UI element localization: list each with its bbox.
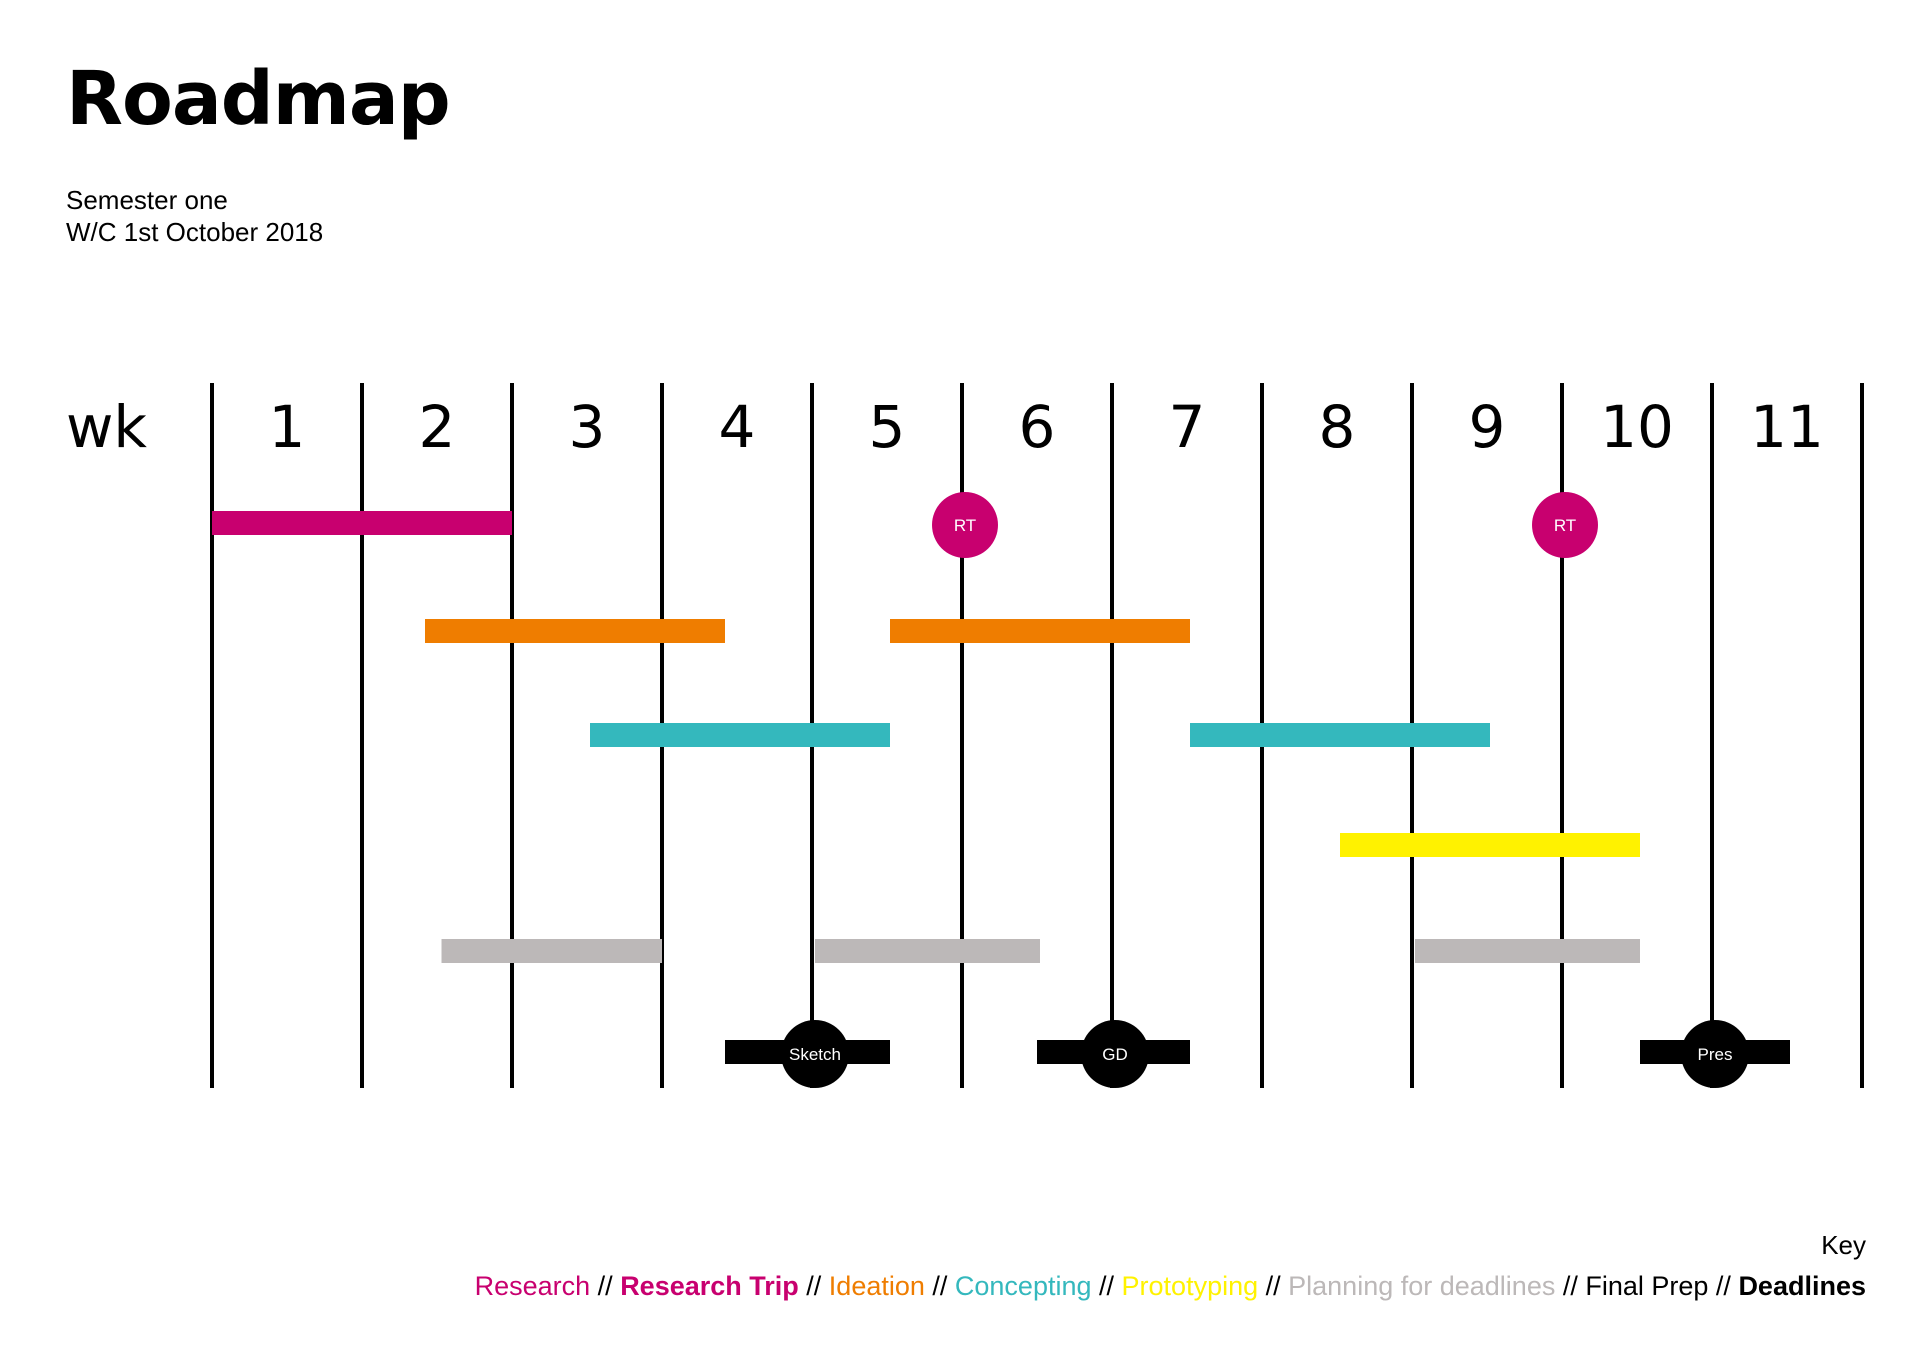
legend-item: Final Prep bbox=[1585, 1271, 1709, 1301]
legend-separator: // bbox=[1708, 1271, 1739, 1301]
grid-layer bbox=[210, 383, 1864, 1088]
legend-separator: // bbox=[1258, 1271, 1289, 1301]
legend-item: Research Trip bbox=[620, 1271, 799, 1301]
bar-research bbox=[212, 511, 512, 535]
milestone-label: Sketch bbox=[789, 1045, 841, 1064]
milestone-label: Pres bbox=[1698, 1045, 1733, 1064]
legend-item: Prototyping bbox=[1121, 1271, 1259, 1301]
week-tick-label: 9 bbox=[1469, 393, 1506, 461]
bar-prototyping bbox=[1340, 833, 1640, 857]
legend-item: Planning for deadlines bbox=[1288, 1271, 1556, 1301]
subtitle-semester: Semester one bbox=[66, 185, 228, 215]
bar-planning-for-deadlines bbox=[441, 939, 662, 963]
legend-item: Deadlines bbox=[1738, 1271, 1866, 1301]
bar-planning-for-deadlines bbox=[1415, 939, 1640, 963]
week-tick-label: 7 bbox=[1169, 393, 1206, 461]
bar-concepting bbox=[1190, 723, 1490, 747]
legend-separator: // bbox=[590, 1271, 621, 1301]
legend-separator: // bbox=[924, 1271, 955, 1301]
milestone-gd bbox=[1081, 1020, 1149, 1088]
week-tick-label: 2 bbox=[419, 393, 456, 461]
bar-ideation bbox=[890, 619, 1190, 643]
legend-item: Concepting bbox=[954, 1271, 1092, 1301]
bar-planning-for-deadlines bbox=[815, 939, 1040, 963]
week-tick-label: 6 bbox=[1019, 393, 1056, 461]
milestone-layer: RT RT Sketch GD Pres bbox=[781, 492, 1749, 1088]
week-tick-label: 3 bbox=[569, 393, 606, 461]
milestone-label: RT bbox=[1554, 516, 1576, 535]
milestone-label: GD bbox=[1102, 1045, 1128, 1064]
subtitle-date: W/C 1st October 2018 bbox=[66, 217, 324, 247]
legend-separator: // bbox=[798, 1271, 829, 1301]
bar-concepting bbox=[590, 723, 890, 747]
milestone-pres bbox=[1681, 1020, 1749, 1088]
bar-layer bbox=[212, 511, 1790, 1064]
legend-separator: // bbox=[1555, 1271, 1586, 1301]
milestone-label: RT bbox=[954, 516, 976, 535]
milestone-rt bbox=[1532, 492, 1598, 558]
week-tick-label: 10 bbox=[1600, 393, 1674, 461]
legend-item: Research bbox=[474, 1271, 591, 1301]
milestone-sketch bbox=[781, 1020, 849, 1088]
key-title: Key bbox=[1821, 1230, 1866, 1260]
week-tick-label: 1 bbox=[269, 393, 306, 461]
legend: Research // Research Trip // Ideation //… bbox=[475, 1271, 1866, 1302]
axis-label: wk bbox=[66, 393, 147, 461]
page-title: Roadmap bbox=[66, 56, 451, 142]
week-tick-label: 11 bbox=[1750, 393, 1824, 461]
week-tick-label: 4 bbox=[719, 393, 756, 461]
week-tick-label: 5 bbox=[869, 393, 906, 461]
label-layer: wk 1 2 3 4 5 6 7 8 9 10 11 bbox=[66, 393, 1824, 461]
milestone-rt bbox=[932, 492, 998, 558]
bar-ideation bbox=[425, 619, 725, 643]
legend-item: Ideation bbox=[828, 1271, 925, 1301]
week-tick-label: 8 bbox=[1319, 393, 1356, 461]
legend-separator: // bbox=[1091, 1271, 1122, 1301]
